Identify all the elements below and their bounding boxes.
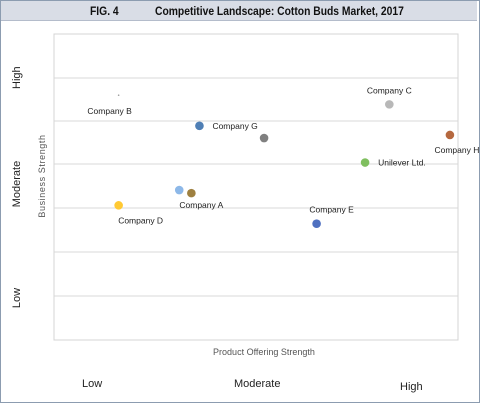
data-point: [445, 130, 455, 140]
data-point: [187, 188, 196, 198]
point-label: Company D: [118, 215, 163, 225]
x-level-low: Low: [82, 378, 103, 390]
point-label: Company C: [367, 85, 412, 95]
data-point: [195, 121, 204, 131]
x-level-moderate: Moderate: [234, 378, 281, 390]
point-label: Company E: [309, 205, 354, 215]
y-level-high: High: [11, 66, 23, 89]
point-label: Company G: [212, 121, 257, 131]
point-label: Company B: [87, 106, 132, 116]
figure-number: FIG. 4: [90, 4, 119, 18]
y-level-low: Low: [11, 287, 23, 309]
data-point: [114, 201, 123, 210]
point-label: Company A: [179, 200, 223, 210]
data-point: [259, 133, 269, 143]
x-axis-label: Product Offering Strength: [213, 347, 315, 357]
y-level-moderate: Moderate: [11, 160, 23, 208]
figure-header: FIG. 4 Competitive Landscape: Cotton Bud…: [1, 1, 477, 21]
data-point: [360, 158, 370, 167]
data-point: [117, 94, 120, 96]
plot-area: [53, 33, 459, 341]
data-point: [312, 219, 321, 229]
x-level-high: High: [400, 381, 423, 393]
data-point: [174, 185, 184, 195]
figure-title: Competitive Landscape: Cotton Buds Marke…: [155, 4, 404, 18]
point-label: Company H: [434, 145, 479, 155]
point-label: Unilever Ltd.: [378, 158, 426, 168]
y-axis-label: Business Strength: [37, 134, 47, 218]
data-point: [385, 100, 394, 109]
